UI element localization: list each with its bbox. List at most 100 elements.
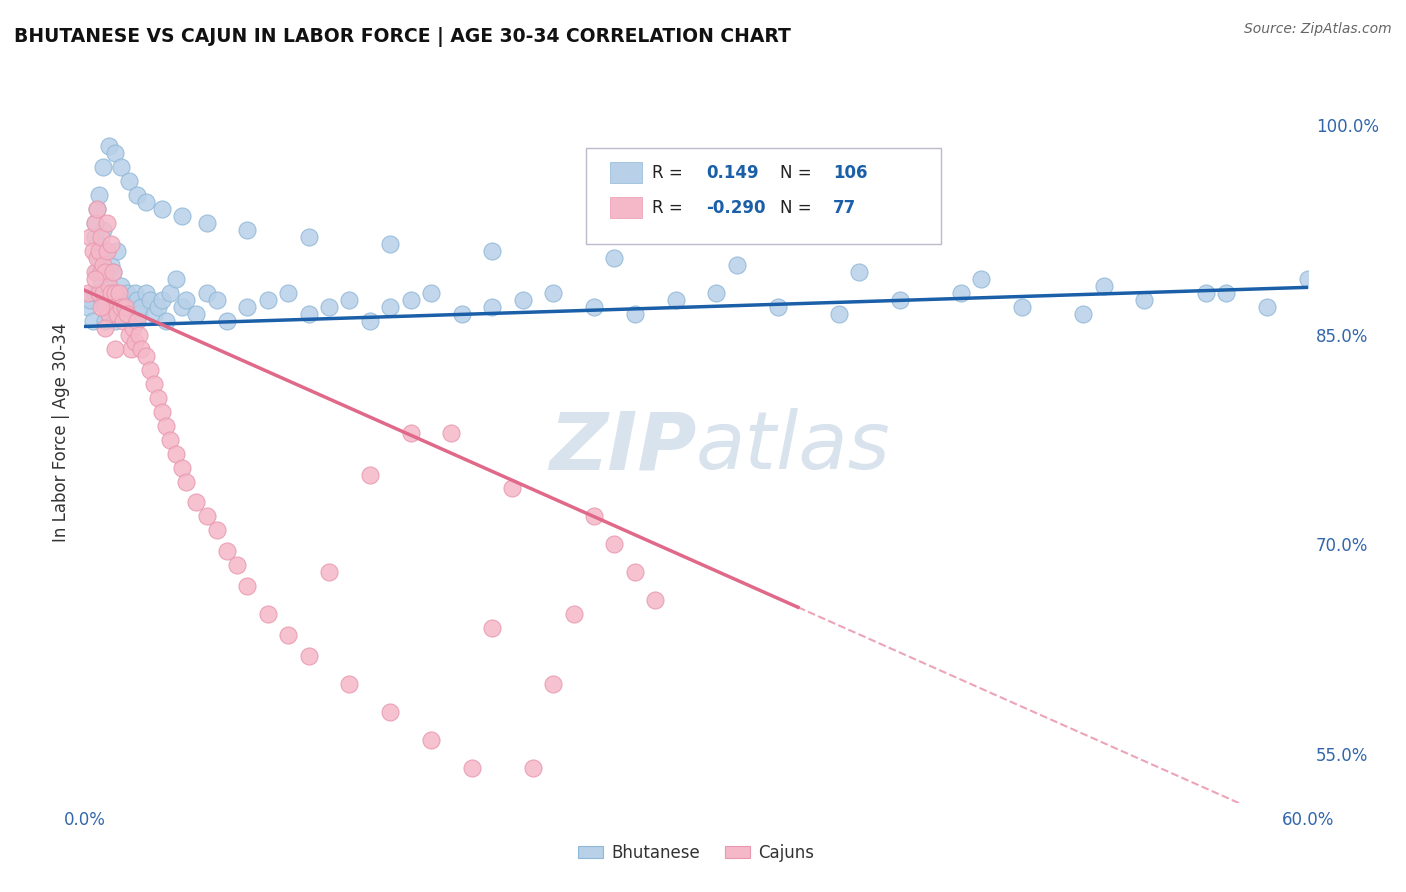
Point xyxy=(87,285,110,300)
Point xyxy=(101,265,124,279)
Point xyxy=(481,300,503,314)
Point xyxy=(97,307,120,321)
Point xyxy=(359,467,381,482)
Point xyxy=(97,139,120,153)
Point xyxy=(122,321,145,335)
Point xyxy=(105,244,128,258)
Text: N =: N = xyxy=(780,199,813,217)
Point xyxy=(236,223,259,237)
Point xyxy=(277,285,299,300)
Point xyxy=(257,293,280,307)
Point xyxy=(83,285,105,300)
Point xyxy=(87,188,110,202)
Point xyxy=(461,761,484,775)
Point xyxy=(318,300,340,314)
Point xyxy=(706,285,728,300)
Point xyxy=(90,230,112,244)
Text: R =: R = xyxy=(652,199,683,217)
Point xyxy=(128,327,150,342)
Point xyxy=(83,216,105,230)
Text: atlas: atlas xyxy=(696,409,891,486)
Point xyxy=(277,628,299,642)
Point xyxy=(104,285,127,300)
Point xyxy=(82,244,104,258)
Point xyxy=(1296,272,1319,286)
Point xyxy=(97,279,120,293)
Point xyxy=(112,293,135,307)
Y-axis label: In Labor Force | Age 30-34: In Labor Force | Age 30-34 xyxy=(52,323,70,542)
Point xyxy=(165,446,187,460)
Point xyxy=(104,293,127,307)
Point xyxy=(298,230,321,244)
Point xyxy=(150,293,173,307)
Point xyxy=(583,509,606,524)
Point xyxy=(105,307,128,321)
Point xyxy=(440,425,463,440)
Text: R =: R = xyxy=(652,164,683,182)
Point xyxy=(93,285,115,300)
Point xyxy=(1092,279,1115,293)
Text: 0.149: 0.149 xyxy=(706,164,758,182)
Point xyxy=(82,314,104,328)
Point xyxy=(217,314,239,328)
Point xyxy=(83,216,105,230)
Point xyxy=(87,244,110,258)
Point xyxy=(195,509,218,524)
Point xyxy=(380,237,402,252)
Text: 106: 106 xyxy=(832,164,868,182)
Text: ZIP: ZIP xyxy=(548,409,696,486)
Legend: Bhutanese, Cajuns: Bhutanese, Cajuns xyxy=(571,838,821,869)
Point xyxy=(1195,285,1218,300)
Point xyxy=(90,265,112,279)
Point xyxy=(583,300,606,314)
Point xyxy=(96,300,118,314)
Point xyxy=(79,293,101,307)
Point xyxy=(236,579,259,593)
Point xyxy=(399,293,422,307)
Point xyxy=(118,174,141,188)
Point xyxy=(108,300,131,314)
Point xyxy=(86,265,108,279)
Point xyxy=(150,202,173,216)
Point xyxy=(174,475,197,489)
Point xyxy=(90,244,112,258)
Point xyxy=(104,342,127,356)
Point xyxy=(83,265,105,279)
Point xyxy=(172,300,194,314)
Text: N =: N = xyxy=(780,164,813,182)
Point xyxy=(118,327,141,342)
Point xyxy=(1256,300,1278,314)
Point xyxy=(115,285,138,300)
Point xyxy=(359,314,381,328)
Point xyxy=(205,293,228,307)
Point xyxy=(172,460,194,475)
Point xyxy=(257,607,280,622)
Point xyxy=(186,307,208,321)
Point xyxy=(100,293,122,307)
Point xyxy=(1073,307,1095,321)
Point xyxy=(142,376,165,391)
Point xyxy=(86,202,108,216)
Point xyxy=(1215,285,1237,300)
Point xyxy=(93,314,115,328)
Point xyxy=(624,566,647,580)
Point xyxy=(205,524,228,538)
Point xyxy=(114,300,136,314)
Point xyxy=(512,293,534,307)
Point xyxy=(97,307,120,321)
FancyBboxPatch shape xyxy=(586,147,941,244)
Point xyxy=(142,307,165,321)
Point xyxy=(83,272,105,286)
Point xyxy=(725,258,748,272)
Point xyxy=(138,363,160,377)
Point xyxy=(172,209,194,223)
Point xyxy=(970,272,993,286)
Point xyxy=(195,285,218,300)
Point xyxy=(135,349,157,363)
Point xyxy=(110,279,132,293)
Point xyxy=(543,285,565,300)
Point xyxy=(138,293,160,307)
Point xyxy=(624,307,647,321)
Point xyxy=(104,300,127,314)
Point xyxy=(399,425,422,440)
